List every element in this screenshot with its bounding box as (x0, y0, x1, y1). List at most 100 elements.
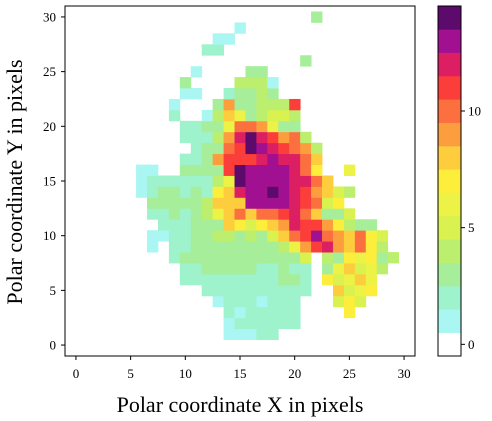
heatmap-cell (223, 109, 235, 122)
heatmap-cell (256, 328, 268, 340)
heatmap-cell (278, 208, 290, 220)
heatmap-cell (278, 273, 290, 286)
heatmap-cell (311, 230, 323, 242)
heatmap-cell (267, 77, 279, 89)
heatmap-cell (343, 263, 356, 275)
heatmap-cell (245, 175, 257, 187)
heatmap-cell (365, 252, 378, 264)
heatmap-cell (147, 230, 159, 242)
heatmap-cell (322, 208, 334, 220)
heatmap-cell (343, 295, 356, 308)
heatmap-cell (343, 164, 356, 176)
heatmap-cell (212, 142, 224, 155)
heatmap-cell (212, 230, 224, 242)
heatmap-cell (223, 306, 235, 319)
heatmap-cell (289, 197, 301, 209)
heatmap-cell (256, 175, 268, 187)
heatmap-cell (343, 186, 356, 198)
heatmap-cell (300, 55, 312, 67)
heatmap-cell (332, 273, 345, 286)
heatmap-cell (289, 241, 301, 253)
heatmap-cell (179, 131, 192, 144)
heatmap-cell (354, 295, 367, 308)
heatmap-cell (234, 186, 246, 198)
heatmap-cell (300, 197, 312, 209)
heatmap-cell (365, 273, 378, 286)
heatmap-cell (190, 164, 203, 176)
heatmap-cell (179, 263, 192, 275)
heatmap-cell (168, 252, 181, 264)
heatmap-cell (234, 328, 246, 340)
heatmap-cell (179, 164, 192, 176)
heatmap-cell (157, 197, 170, 209)
heatmap-cell (179, 208, 192, 220)
heatmap-cell (201, 263, 214, 275)
heatmap-cell (179, 77, 192, 89)
heatmap-cell (365, 263, 378, 275)
heatmap-cell (234, 153, 246, 165)
y-tick-label: 10 (43, 228, 56, 243)
x-tick-label: 5 (127, 366, 134, 381)
heatmap-cell (267, 186, 279, 198)
heatmap-cell (343, 208, 356, 220)
heatmap-cell (212, 120, 224, 133)
heatmap-cell (354, 284, 367, 297)
colorbar-segment (438, 52, 461, 77)
colorbar-segment (438, 192, 461, 217)
heatmap-cell (289, 153, 301, 165)
heatmap-cell (223, 295, 235, 308)
heatmap-cell (201, 153, 214, 165)
heatmap-cell (245, 120, 257, 133)
heatmap-cell (267, 230, 279, 242)
heatmap-cell (223, 153, 235, 165)
heatmap-cell (223, 317, 235, 330)
heatmap-cell (245, 306, 257, 319)
heatmap-cell (245, 252, 257, 264)
heatmap-cell (354, 273, 367, 286)
heatmap-cell (289, 317, 301, 330)
heatmap-cell (311, 142, 323, 155)
heatmap-cell (234, 317, 246, 330)
heatmap-cell (354, 252, 367, 264)
heatmap-cell (190, 263, 203, 275)
heatmap-cell (223, 120, 235, 133)
heatmap-cell (179, 197, 192, 209)
heatmap-cell (278, 153, 290, 165)
heatmap-cell (311, 219, 323, 231)
y-tick-label: 25 (43, 64, 56, 79)
heatmap-cell (190, 197, 203, 209)
heatmap-cell (322, 219, 334, 231)
heatmap-cell (234, 175, 246, 187)
x-tick-label: 15 (234, 366, 247, 381)
y-axis-title: Polar coordinate Y in pixels (2, 59, 27, 304)
y-tick-label: 5 (50, 283, 57, 298)
heatmap-cell (289, 208, 301, 220)
heatmap-cell (147, 175, 159, 187)
heatmap-cell (354, 241, 367, 253)
heatmap-cell (278, 284, 290, 297)
heatmap-cell (234, 263, 246, 275)
heatmap-cell (267, 153, 279, 165)
heatmap-cell (190, 252, 203, 264)
heatmap-cell (300, 186, 312, 198)
heatmap-cell (278, 164, 290, 176)
colorbar-tick-label: 0 (468, 337, 475, 352)
heatmap-cell (245, 131, 257, 144)
colorbar (437, 5, 462, 357)
heatmap-cell (256, 164, 268, 176)
colorbar-tick-label: 10 (468, 104, 481, 119)
heatmap-cell (234, 88, 246, 100)
heatmap-cell (278, 241, 290, 253)
heatmap-cell (223, 197, 235, 209)
heatmap-cell (256, 230, 268, 242)
heatmap-cell (256, 295, 268, 308)
heatmap-cell (223, 175, 235, 187)
colorbar-segment (438, 216, 461, 240)
heatmap-cell (376, 230, 389, 242)
heatmap-cell (300, 230, 312, 242)
heatmap-cell (267, 88, 279, 100)
heatmap-cell (201, 44, 214, 56)
heatmap-cell (322, 230, 334, 242)
heatmap-cell (300, 208, 312, 220)
heatmap-cell (332, 241, 345, 253)
